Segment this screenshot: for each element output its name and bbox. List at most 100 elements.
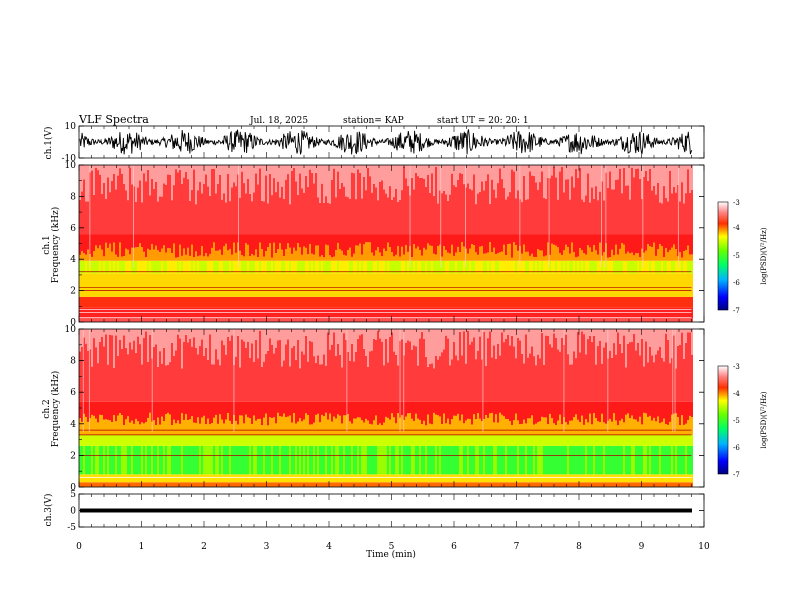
spectrogram-cell [325, 273, 327, 297]
spectrogram-cell [233, 307, 235, 319]
spectrogram-cell [487, 307, 489, 319]
spectrogram-cell [315, 445, 317, 475]
spectrogram-cell [195, 422, 197, 435]
spectrogram-cell [119, 329, 121, 340]
spectrogram-cell [95, 474, 97, 483]
spectrogram-cell [371, 307, 373, 319]
spectrogram-cell [419, 250, 421, 261]
spectrogram-cell [377, 482, 379, 487]
spectrogram-cell [557, 296, 559, 308]
spectrogram-cell [155, 307, 157, 319]
spectrogram-cell [211, 318, 213, 322]
spectrogram-cell [191, 434, 193, 446]
spectrogram-cell [361, 296, 363, 308]
spectrogram-cell [293, 318, 295, 322]
spectrogram-cell [579, 307, 581, 319]
spectrogram-cell [281, 273, 283, 297]
spectrogram-cell [213, 434, 215, 446]
spectrogram-cell [293, 167, 295, 235]
spectrogram-cell [365, 165, 367, 191]
spectrogram-cell [235, 318, 237, 322]
spectrogram-cell [559, 273, 561, 297]
spectrogram-cell [275, 234, 277, 254]
spectrogram-cell [451, 244, 453, 261]
spectrogram-cell [223, 329, 225, 346]
spectrogram-cell [369, 176, 371, 235]
spectrogram-cell [291, 253, 293, 261]
spectrogram-cell [435, 254, 437, 261]
spectrogram-cell [509, 445, 511, 475]
spectrogram-cell [561, 445, 563, 475]
spectrogram-cell [81, 445, 83, 475]
spectrogram-cell [457, 179, 459, 235]
spectrogram-cell [351, 434, 353, 446]
spectrogram-cell [433, 260, 435, 274]
spectrogram-cell [573, 296, 575, 308]
spectrogram-cell [473, 401, 475, 415]
spectrogram-cell [93, 445, 95, 475]
spectrogram-cell [177, 445, 179, 475]
spectrogram-cell [169, 307, 171, 319]
spectrogram-cell [187, 342, 189, 402]
spectrogram-cell [637, 234, 639, 254]
spectrogram-cell [203, 474, 205, 483]
spectrogram-cell [253, 307, 255, 319]
spectrogram-cell [471, 445, 473, 475]
spectrogram-cell [447, 165, 449, 201]
spectrogram-cell [357, 318, 359, 322]
spectrogram-cell [463, 165, 465, 185]
spectrogram-cell [217, 482, 219, 487]
spectrogram-cell [231, 423, 233, 435]
spectrogram-cell [611, 189, 613, 235]
spectrogram-cell [483, 329, 485, 332]
spectrogram-cell [311, 401, 313, 425]
spectrogram-cell [405, 165, 407, 179]
spectrogram-cell [235, 165, 237, 187]
spectrogram-cell [513, 242, 515, 261]
spectrogram-cell [351, 165, 353, 173]
spectrogram-cell [489, 296, 491, 308]
spectrogram-cell [675, 192, 677, 235]
spectrogram-cell [305, 434, 307, 446]
spectrogram-cell [443, 260, 445, 274]
spectrogram-cell [481, 273, 483, 297]
spectrogram-cell [541, 296, 543, 308]
spectrogram-cell [545, 401, 547, 418]
spectrogram-cell [353, 273, 355, 297]
spectrogram-cell [197, 256, 199, 261]
spectrogram-cell [531, 482, 533, 487]
spectrogram-cell [185, 234, 187, 255]
spectrogram-cell [207, 307, 209, 319]
spectrogram-cell [243, 307, 245, 319]
spectrogram-cell [243, 329, 245, 342]
spectrogram-cell [401, 482, 403, 487]
spectrogram-cell [285, 445, 287, 475]
spectrogram-cell [241, 482, 243, 487]
spectrogram-cell [85, 165, 87, 202]
spectrogram-cell [549, 434, 551, 446]
spectrogram-cell [87, 296, 89, 308]
spectrogram-cell [687, 318, 689, 322]
spectrogram-cell [525, 296, 527, 308]
spectrogram-cell [431, 234, 433, 246]
spectrogram-cell [377, 247, 379, 261]
spectrogram-cell [167, 260, 169, 274]
spectrogram-cell [365, 445, 367, 475]
spectrogram-cell [343, 318, 345, 322]
spectrogram-cell [281, 416, 283, 435]
spectrogram-cell [383, 365, 385, 402]
spectrogram-cell [179, 244, 181, 261]
spectrogram-cell [387, 165, 389, 198]
spectrogram-cell [447, 401, 449, 419]
spectrogram-cell [169, 165, 171, 176]
spectrogram-cell [155, 273, 157, 297]
spectrogram-cell [347, 329, 349, 352]
spectrogram-cell [255, 474, 257, 483]
spectrogram-cell [187, 318, 189, 322]
spectrogram-cell [273, 417, 275, 435]
spectrogram-cell [209, 195, 211, 235]
spectrogram-cell [101, 434, 103, 446]
spectrogram-cell [333, 416, 335, 435]
spectrogram-cell [559, 307, 561, 319]
